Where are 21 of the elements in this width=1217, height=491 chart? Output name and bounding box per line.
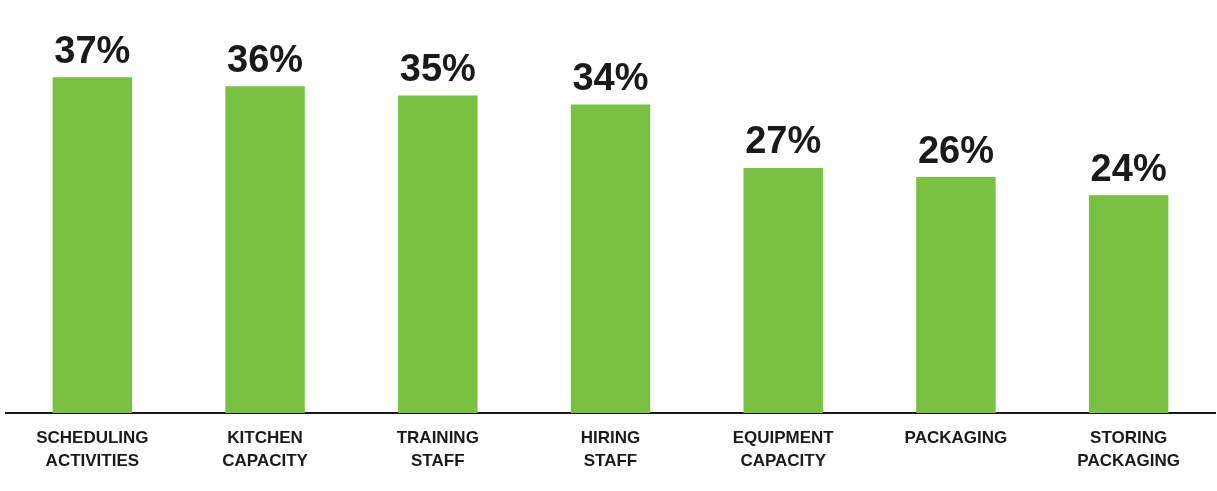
bar xyxy=(743,168,823,414)
data-label: 36% xyxy=(227,37,304,80)
data-label: 24% xyxy=(1090,146,1167,189)
bar xyxy=(570,104,651,414)
bar xyxy=(398,95,478,414)
data-label: 35% xyxy=(399,46,476,89)
x-tick-label: TRAINING STAFF xyxy=(396,428,479,471)
x-tick-label: SCHEDULING ACTIVITIES xyxy=(36,428,149,471)
data-label: 37% xyxy=(54,28,131,71)
bar xyxy=(916,177,996,414)
x-tick-label: STORING PACKAGING xyxy=(1077,428,1180,471)
data-label: 27% xyxy=(745,119,822,162)
x-tick-label: EQUIPMENT CAPACITY xyxy=(732,428,835,471)
x-tick-label: HIRING STAFF xyxy=(580,428,641,471)
x-tick-label: KITCHEN CAPACITY xyxy=(222,428,309,471)
bar xyxy=(1088,195,1169,414)
bar xyxy=(52,77,133,414)
x-tick-label: PACKAGING xyxy=(904,428,1008,448)
data-label: 26% xyxy=(917,128,994,171)
bar xyxy=(225,86,305,414)
data-label: 34% xyxy=(572,55,649,98)
